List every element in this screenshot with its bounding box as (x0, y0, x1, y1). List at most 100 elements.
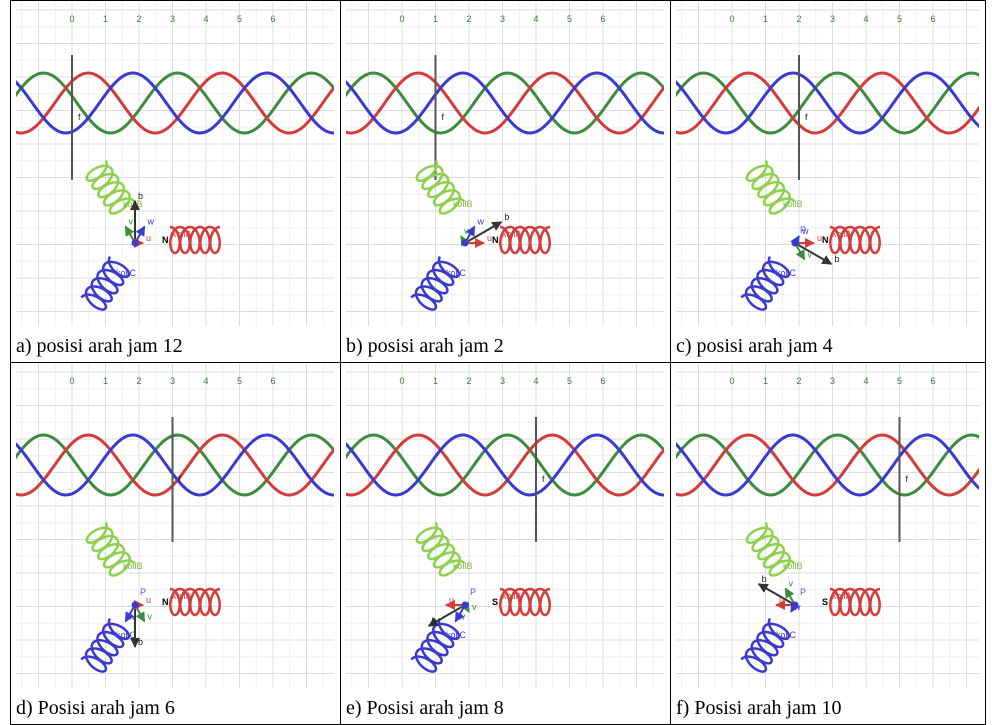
vector-label: u (487, 233, 492, 243)
wave (16, 71, 334, 135)
coil-a (499, 225, 551, 255)
wave (346, 433, 664, 497)
axis-label: 1 (763, 14, 768, 24)
vector-label: b (432, 616, 437, 626)
coil-label: koilC (116, 268, 137, 278)
vector-label: u (779, 595, 784, 605)
wave (16, 433, 334, 497)
wave (676, 433, 979, 497)
wave (676, 433, 979, 497)
axis-label: 5 (897, 376, 902, 386)
vector-label: b (834, 254, 839, 264)
coil-label: koilA (172, 591, 192, 601)
coil-label: koilC (116, 630, 137, 640)
wave (676, 71, 979, 135)
coil-a (499, 587, 551, 617)
coil-b (415, 521, 466, 577)
axis-label: 1 (433, 376, 438, 386)
vector-label: w (127, 612, 135, 622)
axis-label: 4 (203, 14, 208, 24)
axis-label: 5 (237, 376, 242, 386)
coil-label: koilC (446, 268, 467, 278)
caption: c) posisi arah jam 4 (676, 335, 833, 357)
axis-label: 0 (729, 376, 734, 386)
wave (16, 71, 334, 135)
pole-label: S (822, 597, 828, 607)
axis-label: 4 (863, 14, 868, 24)
wave (346, 71, 664, 135)
point-p (461, 239, 469, 247)
wave (16, 71, 334, 135)
axis-label: 6 (600, 376, 605, 386)
axis-label: 3 (170, 14, 175, 24)
coil-label: koilA (502, 229, 522, 239)
cursor-label: f (805, 112, 808, 122)
axis-label: 3 (500, 14, 505, 24)
vector-label: w (793, 602, 801, 612)
axis-label: 4 (533, 376, 538, 386)
axis-label: 4 (863, 376, 868, 386)
coil-c (740, 617, 791, 673)
axis-label: 0 (69, 14, 74, 24)
axis-label: 6 (270, 376, 275, 386)
coil-c (410, 255, 461, 311)
coil-label: koilB (453, 561, 473, 571)
vector (427, 604, 466, 627)
axis-label: 1 (103, 14, 108, 24)
vector-label: b (762, 574, 767, 584)
coil-label: koilA (832, 591, 852, 601)
coil-label: koilA (502, 591, 522, 601)
coil-label: koilC (776, 630, 797, 640)
coil-a (169, 225, 221, 255)
axis-label: 5 (897, 14, 902, 24)
caption: e) Posisi arah jam 8 (346, 697, 504, 719)
coil-b (415, 159, 466, 215)
vector-label: v (128, 217, 133, 227)
axis-label: 0 (399, 376, 404, 386)
coil-a (169, 587, 221, 617)
axis-label: 2 (796, 376, 801, 386)
axis-label: 3 (170, 376, 175, 386)
wave (676, 71, 979, 135)
axis-label: 2 (136, 14, 141, 24)
vector-label: P (470, 587, 476, 597)
vector-label: u (817, 233, 822, 243)
wave (676, 433, 979, 497)
vector-label: u (146, 233, 151, 243)
caption: a) posisi arah jam 12 (16, 335, 183, 357)
vector-label: w (457, 612, 465, 622)
point-p (791, 239, 799, 247)
cursor-label: f (906, 474, 909, 484)
vector-label: P (800, 587, 806, 597)
axis-label: 6 (930, 376, 935, 386)
axis-label: 3 (830, 376, 835, 386)
vector (464, 221, 503, 244)
vector-label: w (801, 226, 809, 236)
caption: f) Posisi arah jam 10 (676, 697, 842, 719)
axis-label: 4 (203, 376, 208, 386)
point-p (131, 239, 139, 247)
coil-c (410, 617, 461, 673)
axis-label: 0 (69, 376, 74, 386)
point-p (791, 601, 799, 609)
coil-label: koilB (783, 561, 803, 571)
vector (757, 583, 796, 606)
cursor-label: f (542, 474, 545, 484)
pole-label: N (822, 235, 829, 245)
axis-label: 5 (237, 14, 242, 24)
vector-label: u (146, 595, 151, 605)
cursor-label: f (179, 474, 182, 484)
coil-a (829, 587, 881, 617)
wave (346, 433, 664, 497)
pole-label: N (162, 597, 169, 607)
vector-label: v (464, 226, 469, 236)
vector-label: v (788, 579, 793, 589)
axis-label: 6 (600, 14, 605, 24)
coil-label: koilB (783, 199, 803, 209)
